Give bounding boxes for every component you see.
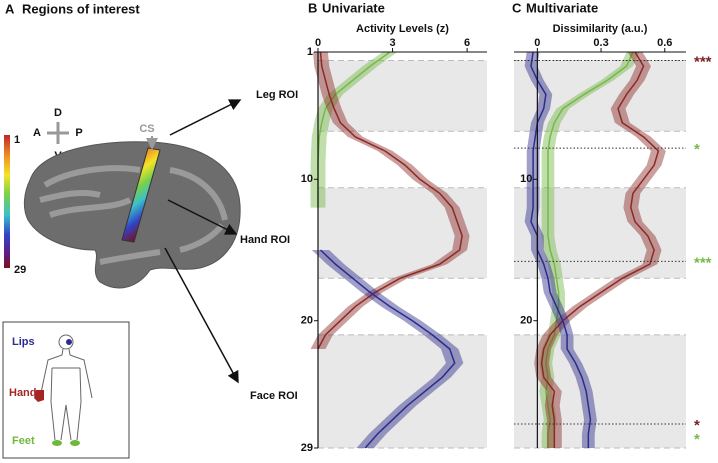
direction: P (75, 127, 82, 139)
foot-marker (70, 440, 80, 446)
panel-label: C (512, 0, 522, 15)
body-inset (2, 321, 130, 459)
panel-label: B (308, 0, 317, 15)
x-axis-label: Activity Levels (z) (356, 23, 449, 35)
panel-title: Regions of interest (22, 1, 140, 16)
foot-marker (52, 440, 62, 446)
error-band (310, 52, 470, 349)
roi-shade (514, 60, 686, 132)
x-axis-label: Dissimilarity (a.u.) (553, 23, 648, 35)
roi-label: Hand ROI (240, 234, 290, 246)
roi-shade (318, 60, 487, 132)
colorbar-min: 1 (14, 134, 20, 146)
error-band (534, 52, 666, 448)
series-line (317, 51, 463, 350)
x-tick-label: 0.3 (593, 37, 608, 49)
panel-label: A (5, 1, 15, 16)
y-tick-label: 29 (301, 442, 313, 454)
colorbar-max: 29 (14, 264, 26, 276)
x-tick-label: 6 (464, 37, 470, 49)
x-tick-label: 0 (534, 37, 540, 49)
roi-arrow (169, 99, 242, 136)
series-line (319, 249, 456, 449)
roi-shade (318, 334, 487, 448)
roi-arrow (164, 247, 239, 384)
y-tick-label: 10 (301, 173, 313, 185)
error-band (310, 52, 398, 208)
colorbar (4, 135, 10, 268)
direction: A (33, 127, 41, 139)
hand-marker (34, 390, 44, 402)
series-line (540, 51, 660, 448)
panel-a: A Regions of interest 1 29 D A P V CS Le… (2, 1, 298, 459)
significance-star: * (694, 431, 700, 448)
sulcus-label: CS (139, 123, 154, 135)
brain-gyri (39, 165, 228, 265)
x-tick-label: 0 (315, 37, 321, 49)
panel-title: Multivariate (526, 0, 598, 15)
roi-shade (318, 187, 487, 279)
significance-star: *** (694, 53, 712, 70)
x-tick-label: 0.6 (657, 37, 672, 49)
body-outline (39, 334, 93, 441)
direction-cross (47, 122, 69, 144)
y-tick-label: 20 (520, 315, 532, 327)
lips-marker (66, 339, 72, 345)
roi-label: Leg ROI (256, 89, 298, 101)
x-tick-label: 3 (389, 37, 395, 49)
significance-star: * (694, 417, 700, 434)
y-tick-label: 1 (307, 46, 313, 58)
roi-arrow (167, 199, 238, 235)
body-label: Hand (9, 387, 37, 399)
panel-title: Univariate (322, 0, 385, 15)
significance-star: * (694, 141, 700, 158)
direction: D (54, 107, 62, 119)
y-tick-label: 10 (520, 173, 532, 185)
error-band (524, 52, 597, 448)
body-label: Lips (12, 336, 35, 348)
y-tick-label: 20 (301, 315, 313, 327)
error-band (539, 52, 640, 448)
roi-label: Face ROI (250, 390, 298, 402)
significance-star: *** (694, 254, 712, 271)
body-label: Feet (12, 435, 35, 447)
